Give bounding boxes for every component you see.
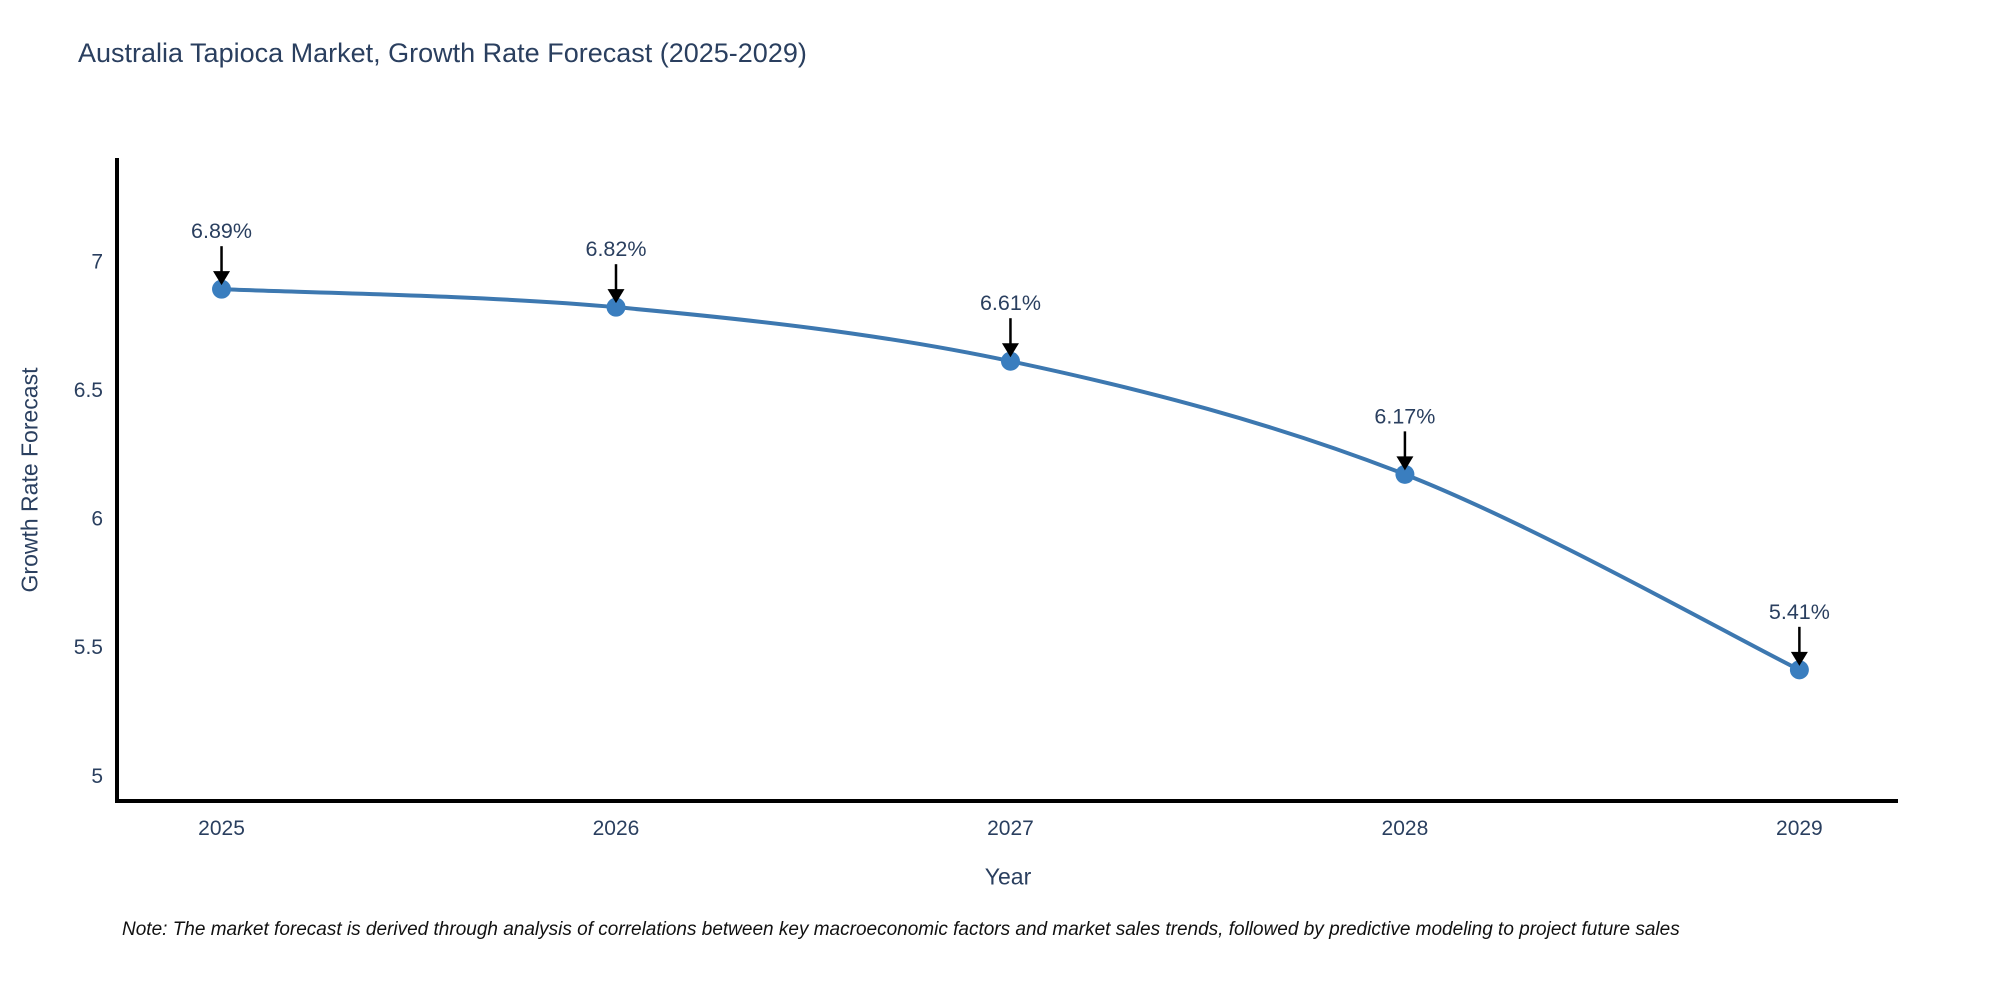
- data-point-marker: [1789, 660, 1809, 680]
- y-tick-label: 6.5: [74, 379, 103, 402]
- annotation-arrowhead: [1396, 456, 1414, 471]
- footnote: Note: The market forecast is derived thr…: [122, 919, 1680, 940]
- annotation-arrowhead: [1790, 651, 1808, 666]
- annotation-arrowhead: [607, 289, 625, 304]
- forecast-line: [221, 287, 1801, 672]
- y-tick-label: 6: [91, 508, 103, 531]
- x-tick-label: 2025: [198, 817, 245, 840]
- x-tick-label: 2029: [1776, 817, 1823, 840]
- point-value-label: 6.89%: [191, 219, 252, 243]
- data-point-marker: [212, 279, 232, 299]
- annotation-arrowhead: [213, 271, 231, 286]
- point-value-label: 5.41%: [1769, 600, 1830, 624]
- axis-spines: [115, 158, 1898, 803]
- x-tick-label: 2026: [593, 817, 640, 840]
- data-point-marker: [1395, 464, 1415, 484]
- point-value-label: 6.17%: [1374, 404, 1435, 428]
- x-axis-title: Year: [984, 863, 1032, 890]
- data-point-marker: [1000, 351, 1020, 371]
- data-point-marker: [606, 297, 626, 317]
- y-tick-label: 5: [91, 765, 103, 788]
- x-tick-label: 2027: [987, 817, 1034, 840]
- annotation-arrowhead: [1001, 343, 1019, 358]
- y-tick-label: 7: [91, 250, 103, 273]
- point-value-label: 6.82%: [586, 237, 647, 261]
- y-axis-title: Growth Rate Forecast: [16, 367, 43, 593]
- chart-title: Australia Tapioca Market, Growth Rate Fo…: [78, 38, 807, 68]
- y-tick-label: 5.5: [74, 636, 103, 659]
- x-tick-label: 2028: [1382, 817, 1429, 840]
- point-value-label: 6.61%: [980, 291, 1041, 315]
